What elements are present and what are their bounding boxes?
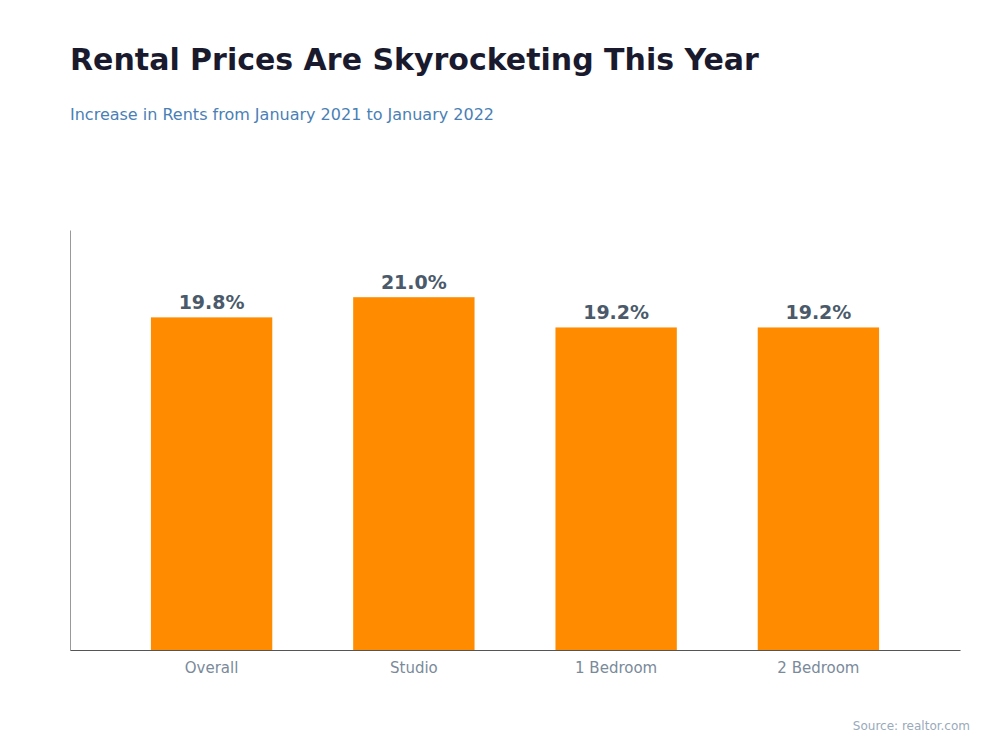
chart-svg: Rental Prices Are Skyrocketing This Year… bbox=[0, 0, 1000, 750]
y-axis-line bbox=[70, 231, 71, 651]
y-axis bbox=[70, 231, 71, 651]
bars bbox=[151, 297, 879, 650]
x-tick-label: 2 Bedroom bbox=[777, 659, 859, 677]
bar bbox=[353, 297, 474, 650]
x-tick-label: Overall bbox=[185, 659, 239, 677]
title: Rental Prices Are Skyrocketing This Year bbox=[70, 42, 759, 77]
annotation: Source: realtor.com bbox=[853, 719, 970, 733]
bar bbox=[555, 327, 676, 650]
data-label: 21.0% bbox=[381, 271, 447, 293]
data-label: 19.2% bbox=[785, 301, 851, 323]
x-tick-label: 1 Bedroom bbox=[575, 659, 657, 677]
data-label: 19.8% bbox=[179, 291, 245, 313]
x-axis: Overall Studio 1 Bedroom 2 Bedroom bbox=[71, 651, 961, 677]
x-tick-label: Studio bbox=[390, 659, 438, 677]
x-tick: Studio bbox=[390, 659, 438, 677]
subtitle: Increase in Rents from January 2021 to J… bbox=[70, 105, 494, 124]
bar bbox=[758, 327, 879, 650]
x-tick: 1 Bedroom bbox=[575, 659, 657, 677]
plot: Overall Studio 1 Bedroom 2 Bedroom 19.8% 21.0… bbox=[71, 231, 961, 677]
x-tick: Overall bbox=[185, 659, 239, 677]
x-tick: 2 Bedroom bbox=[777, 659, 859, 677]
data-labels: 19.8% 21.0% 19.2% 19.2% bbox=[179, 271, 852, 323]
x-axis-line bbox=[71, 650, 961, 651]
data-label: 19.2% bbox=[583, 301, 649, 323]
bar bbox=[151, 317, 272, 650]
